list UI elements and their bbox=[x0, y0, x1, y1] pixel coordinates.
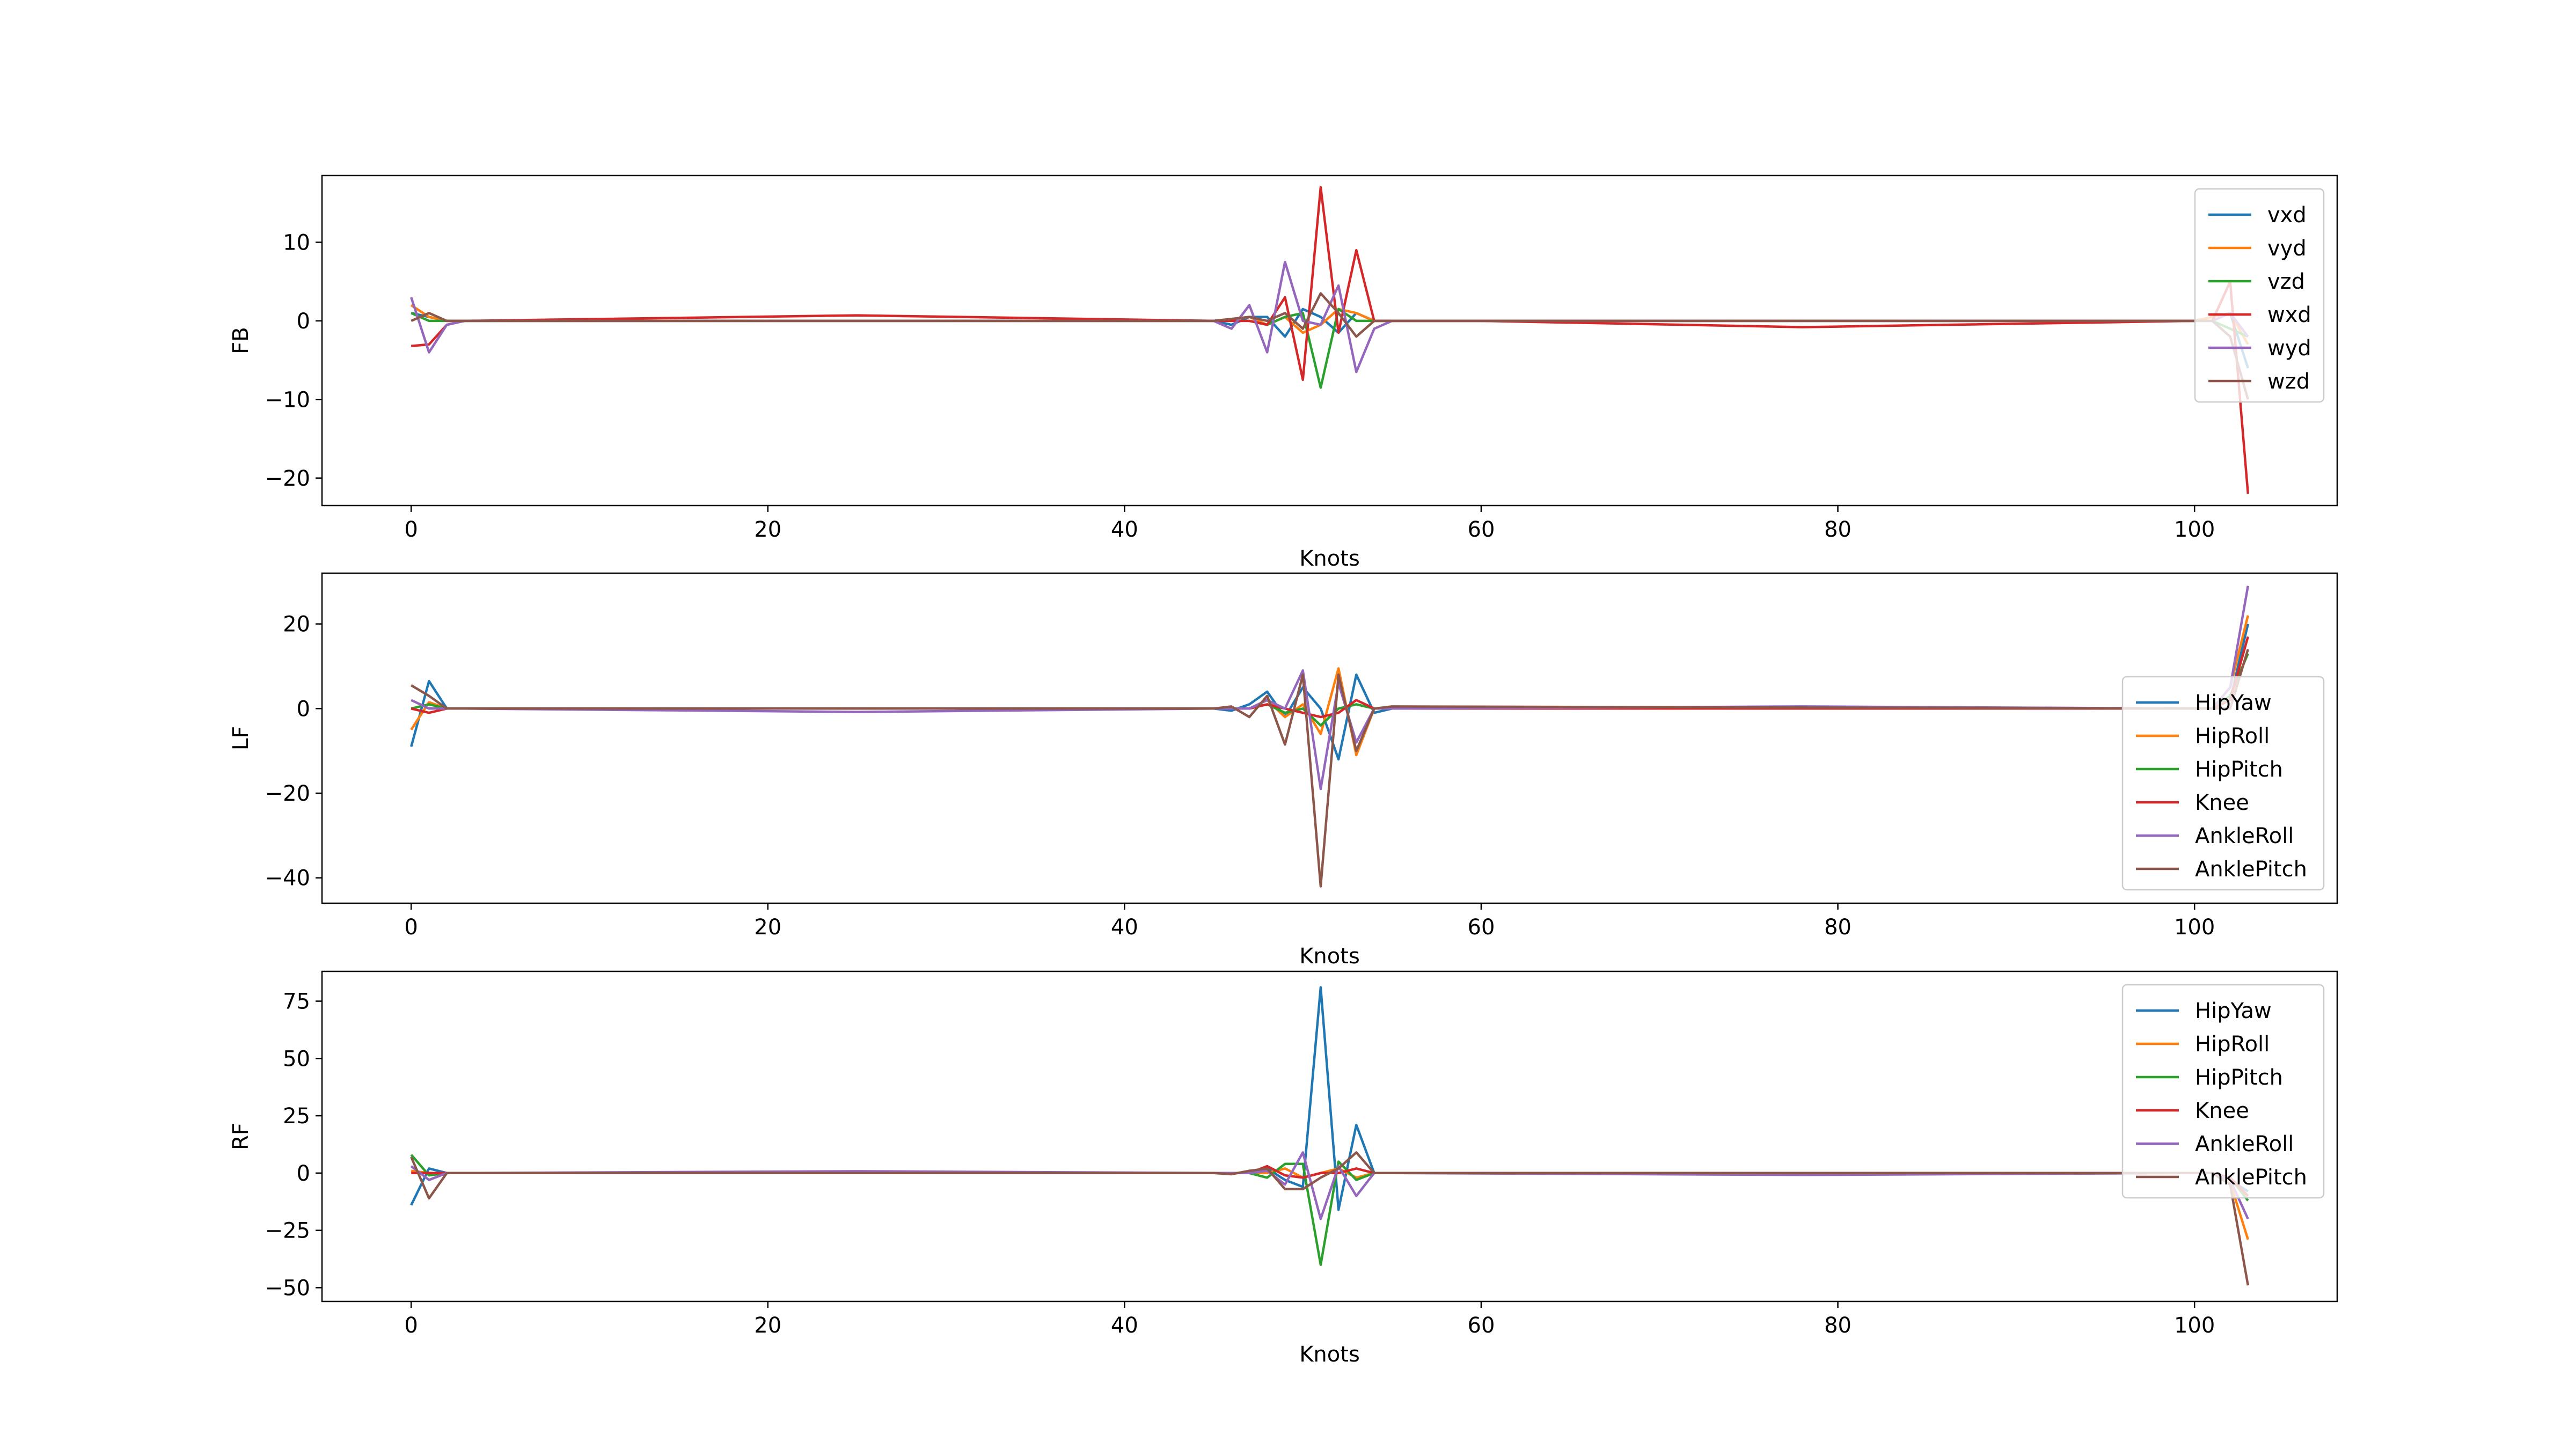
y-tick-label: −40 bbox=[265, 866, 310, 891]
y-tick-label: −25 bbox=[265, 1219, 310, 1243]
legend-label-vzd: vzd bbox=[2267, 269, 2305, 294]
y-tick-label: 0 bbox=[297, 309, 310, 334]
x-tick-label: 0 bbox=[404, 517, 418, 542]
y-axis-label: FB bbox=[229, 327, 253, 354]
axes-frame bbox=[321, 970, 2338, 1302]
x-tick-label: 40 bbox=[1111, 915, 1138, 940]
x-tick-label: 40 bbox=[1111, 517, 1138, 542]
x-tick-label: 100 bbox=[2174, 1313, 2215, 1338]
y-tick-label: −50 bbox=[265, 1276, 310, 1300]
y-tick-label: 20 bbox=[283, 612, 310, 637]
axes-frame bbox=[321, 572, 2338, 904]
axes-frame bbox=[321, 174, 2338, 507]
x-tick-label: 60 bbox=[1468, 517, 1495, 542]
y-tick-label: 25 bbox=[283, 1104, 310, 1129]
y-tick-label: 10 bbox=[283, 230, 310, 255]
legend-label-hiproll: HipRoll bbox=[2195, 1032, 2270, 1057]
legend-label-hiproll: HipRoll bbox=[2195, 724, 2270, 749]
x-tick-label: 80 bbox=[1824, 517, 1851, 542]
x-axis-label: Knots bbox=[1299, 546, 1360, 571]
x-axis-label: Knots bbox=[1299, 1342, 1360, 1367]
x-tick-label: 100 bbox=[2174, 517, 2215, 542]
x-tick-label: 100 bbox=[2174, 915, 2215, 940]
y-tick-label: −20 bbox=[265, 466, 310, 491]
legend-label-ankleroll: AnkleRoll bbox=[2195, 1132, 2294, 1157]
y-axis-label: RF bbox=[229, 1123, 253, 1150]
legend-label-anklepitch: AnklePitch bbox=[2195, 857, 2307, 882]
legend: HipYaw HipRoll HipPitch Knee AnkleRoll AnkleP… bbox=[2121, 676, 2325, 891]
x-tick-label: 20 bbox=[754, 517, 781, 542]
legend-label-ankleroll: AnkleRoll bbox=[2195, 824, 2294, 848]
subplots: 0 20 40 60 80 100100−10−20KnotsFBvxdvydvzdwxd… bbox=[229, 174, 2338, 1367]
legend: HipYaw HipRoll HipPitch Knee AnkleRoll AnkleP… bbox=[2121, 984, 2325, 1199]
y-tick-label: 50 bbox=[283, 1046, 310, 1071]
legend-label-hipyaw: HipYaw bbox=[2195, 999, 2272, 1023]
y-axis-label: LF bbox=[229, 726, 253, 750]
x-tick-label: 80 bbox=[1824, 915, 1851, 940]
legend-label-wyd: wyd bbox=[2267, 336, 2311, 361]
legend-label-anklepitch: AnklePitch bbox=[2195, 1165, 2307, 1190]
x-axis-label: Knots bbox=[1299, 944, 1360, 969]
y-tick-label: 75 bbox=[283, 990, 310, 1014]
x-tick-label: 40 bbox=[1111, 1313, 1138, 1338]
subplot-fb: 0 20 40 60 80 100100−10−20KnotsFBvxdvydvzdwxd… bbox=[229, 174, 2338, 571]
x-tick-label: 0 bbox=[404, 915, 418, 940]
legend-label-vyd: vyd bbox=[2267, 236, 2307, 261]
y-tick-label: −10 bbox=[265, 387, 310, 412]
subplot-lf: 0 20 40 60 80 100 20 0 −20 −40 Knots LF HipYaw HipRol… bbox=[229, 572, 2338, 969]
x-tick-label: 20 bbox=[754, 1313, 781, 1338]
legend: vxd vyd vzd wxd wyd wzd bbox=[2194, 188, 2325, 403]
legend-label-hippitch: HipPitch bbox=[2195, 1065, 2283, 1090]
legend-label-knee: Knee bbox=[2195, 1099, 2249, 1123]
x-tick-label: 60 bbox=[1468, 1313, 1495, 1338]
x-tick-label: 80 bbox=[1824, 1313, 1851, 1338]
legend-label-hipyaw: HipYaw bbox=[2195, 691, 2272, 715]
x-tick-label: 60 bbox=[1468, 915, 1495, 940]
legend-label-knee: Knee bbox=[2195, 791, 2249, 815]
legend-label-wxd: wxd bbox=[2267, 303, 2311, 327]
x-tick-label: 0 bbox=[404, 1313, 418, 1338]
x-tick-label: 20 bbox=[754, 915, 781, 940]
y-tick-label: 0 bbox=[297, 697, 310, 721]
legend-label-hippitch: HipPitch bbox=[2195, 757, 2283, 782]
legend-label-wzd: wzd bbox=[2267, 369, 2310, 394]
subplot-rf: 0 20 40 60 80 1007550250−25−50KnotsRFHipYawHi… bbox=[229, 970, 2338, 1367]
series-line-wxd bbox=[411, 186, 2250, 494]
y-tick-label: 0 bbox=[297, 1161, 310, 1186]
y-tick-label: −20 bbox=[265, 781, 310, 806]
legend-label-vxd: vxd bbox=[2267, 203, 2307, 228]
